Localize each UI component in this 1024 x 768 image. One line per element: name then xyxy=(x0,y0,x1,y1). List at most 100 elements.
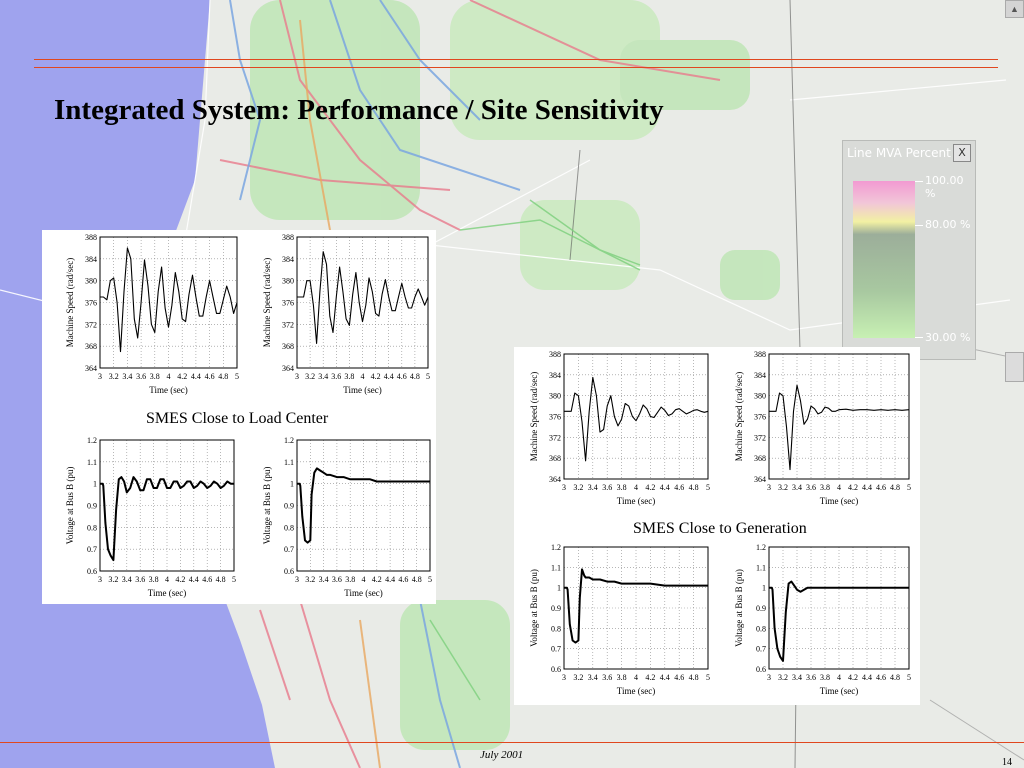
y-tick-label: 0.7 xyxy=(551,645,561,654)
x-tick-label: 4.6 xyxy=(674,483,684,492)
x-tick-label: 3.8 xyxy=(345,575,355,584)
x-tick-label: 3 xyxy=(562,673,566,682)
y-tick-label: 1.2 xyxy=(284,436,294,445)
y-tick-label: 364 xyxy=(85,364,97,373)
x-tick-label: 3.8 xyxy=(150,372,160,381)
x-tick-label: 4.4 xyxy=(862,673,872,682)
plot-frame xyxy=(563,546,709,670)
y-tick-label: 0.8 xyxy=(551,624,561,633)
x-tick-label: 4.4 xyxy=(191,372,201,381)
x-tick-label: 4.2 xyxy=(371,372,381,381)
footer-date: July 2001 xyxy=(480,749,524,761)
legend-close-button[interactable]: X xyxy=(953,144,971,162)
x-axis-label: Time (sec) xyxy=(617,496,655,506)
x-tick-label: 4.2 xyxy=(177,372,187,381)
page-number: 14 xyxy=(1002,757,1012,768)
x-axis-label: Time (sec) xyxy=(820,496,858,506)
y-tick-label: 0.6 xyxy=(284,567,294,576)
header-rule-top xyxy=(34,59,998,60)
x-tick-label: 3.8 xyxy=(820,483,830,492)
caption-generation: SMES Close to Generation xyxy=(633,520,807,537)
y-tick-label: 380 xyxy=(754,392,766,401)
y-tick-label: 0.9 xyxy=(87,502,97,511)
x-tick-label: 3.4 xyxy=(792,483,802,492)
y-tick-label: 0.8 xyxy=(87,523,97,532)
x-tick-label: 3.4 xyxy=(319,575,329,584)
x-tick-label: 3.2 xyxy=(778,483,788,492)
x-tick-label: 4.4 xyxy=(385,575,395,584)
y-axis-label: Machine Speed (rad/sec) xyxy=(529,372,539,461)
y-tick-label: 0.6 xyxy=(87,567,97,576)
scrollbar-thumb[interactable] xyxy=(1005,352,1024,382)
y-tick-label: 0.6 xyxy=(551,665,561,674)
y-tick-label: 0.7 xyxy=(284,545,294,554)
y-tick-label: 384 xyxy=(754,371,766,380)
x-axis-label: Time (sec) xyxy=(149,385,187,395)
y-tick-label: 368 xyxy=(85,342,97,351)
y-axis-label: Voltage at Bus B (pu) xyxy=(262,467,272,545)
x-tick-label: 5 xyxy=(426,372,430,381)
y-tick-label: 0.7 xyxy=(87,545,97,554)
y-tick-label: 372 xyxy=(754,433,766,442)
x-tick-label: 3 xyxy=(295,372,299,381)
x-tick-label: 3 xyxy=(562,483,566,492)
x-tick-label: 4.4 xyxy=(660,673,670,682)
series-line xyxy=(100,247,238,353)
x-tick-label: 3.6 xyxy=(806,673,816,682)
legend-label-30: 30.00 % xyxy=(925,331,971,344)
x-tick-label: 3 xyxy=(767,673,771,682)
y-tick-label: 384 xyxy=(282,255,294,264)
x-tick-label: 4 xyxy=(362,575,366,584)
y-tick-label: 1.1 xyxy=(756,563,766,572)
y-tick-label: 376 xyxy=(85,299,97,308)
x-tick-label: 4.8 xyxy=(890,483,900,492)
x-tick-label: 4 xyxy=(167,372,171,381)
x-tick-label: 4 xyxy=(361,372,365,381)
y-tick-label: 372 xyxy=(85,320,97,329)
scroll-up-arrow-icon[interactable]: ▲ xyxy=(1005,0,1024,18)
y-tick-label: 388 xyxy=(282,233,294,242)
y-tick-label: 1.1 xyxy=(87,458,97,467)
y-tick-label: 1 xyxy=(290,480,294,489)
x-tick-label: 3 xyxy=(98,372,102,381)
y-axis-label: Machine Speed (rad/sec) xyxy=(262,258,272,347)
y-tick-label: 1 xyxy=(762,584,766,593)
x-tick-label: 4 xyxy=(837,673,841,682)
caption-load-center: SMES Close to Load Center xyxy=(146,410,329,427)
series-line xyxy=(297,467,430,544)
x-tick-label: 4 xyxy=(634,483,638,492)
y-axis-label: Voltage at Bus B (pu) xyxy=(529,569,539,647)
x-tick-label: 3.2 xyxy=(305,372,315,381)
y-tick-label: 376 xyxy=(754,413,766,422)
line-mva-legend[interactable]: Line MVA Percent X 100.00 % 80.00 % 30.0… xyxy=(842,140,976,360)
x-tick-label: 4.8 xyxy=(689,673,699,682)
x-tick-label: 3.2 xyxy=(778,673,788,682)
x-tick-label: 4.4 xyxy=(189,575,199,584)
x-tick-label: 4.6 xyxy=(398,575,408,584)
y-tick-label: 388 xyxy=(549,350,561,359)
x-tick-label: 3 xyxy=(767,483,771,492)
x-tick-label: 3.6 xyxy=(135,575,145,584)
x-tick-label: 3.2 xyxy=(108,575,118,584)
x-tick-label: 3.4 xyxy=(122,372,132,381)
chart-gen-voltage-2: 3 3.2 3.4 3.6 3.8 4 4.2 4.4 4.6 4.8 5 0.6 0.7 0.8 0.9 1… xyxy=(734,543,911,696)
x-tick-label: 4.8 xyxy=(410,372,420,381)
x-tick-label: 4.6 xyxy=(202,575,212,584)
y-tick-label: 368 xyxy=(549,454,561,463)
x-tick-label: 3.2 xyxy=(573,673,583,682)
y-tick-label: 384 xyxy=(85,255,97,264)
plot-frame xyxy=(99,439,235,572)
panel-load-center: 3 3.2 3.4 3.6 3.8 4 4.2 4.4 4.6 4.8 5 364 368 372 376 3… xyxy=(42,230,436,604)
y-tick-label: 380 xyxy=(282,277,294,286)
x-tick-label: 4.2 xyxy=(175,575,185,584)
y-tick-label: 1.1 xyxy=(551,563,561,572)
x-tick-label: 3.4 xyxy=(318,372,328,381)
x-tick-label: 4.8 xyxy=(689,483,699,492)
y-tick-label: 0.8 xyxy=(284,523,294,532)
x-tick-label: 3.2 xyxy=(305,575,315,584)
series-line xyxy=(769,384,910,471)
y-axis-label: Voltage at Bus B (pu) xyxy=(65,467,75,545)
y-tick-label: 364 xyxy=(282,364,294,373)
y-tick-label: 1 xyxy=(557,584,561,593)
x-tick-label: 5 xyxy=(428,575,432,584)
